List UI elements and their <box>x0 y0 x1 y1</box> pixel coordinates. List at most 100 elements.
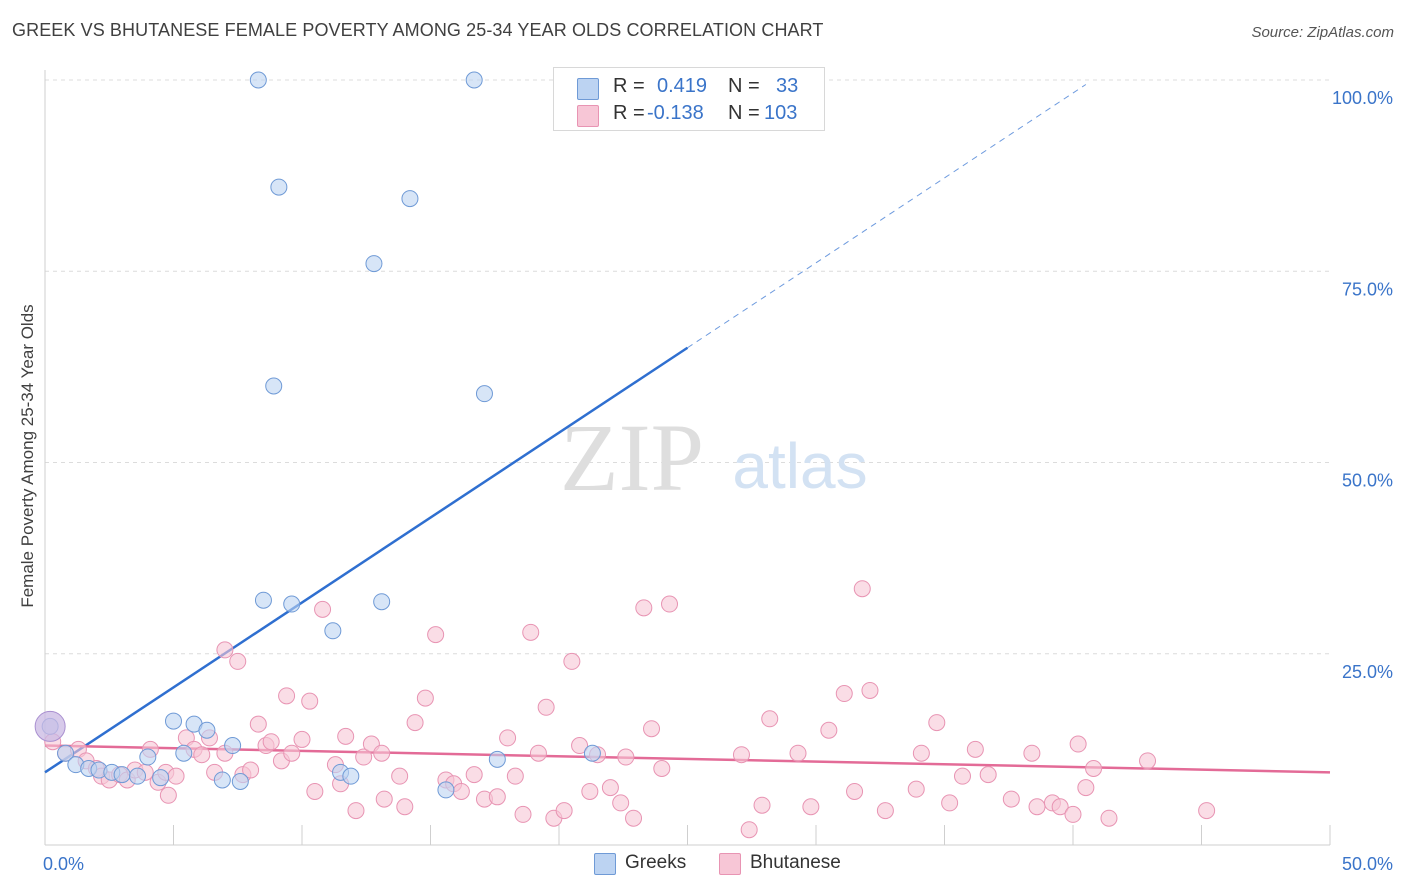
bhutanese-point <box>506 767 524 785</box>
bhutanese-point <box>522 623 540 641</box>
bhutanese-point <box>452 782 470 800</box>
greek-point <box>249 71 267 89</box>
grid-lines <box>45 79 1330 655</box>
bhutanese-point <box>1198 802 1216 820</box>
bhutanese-point <box>193 746 211 764</box>
greek-point <box>254 591 272 609</box>
y-tick-label: 25.0% <box>1342 662 1393 682</box>
cluster-point <box>34 710 66 742</box>
legend-n-label: N = <box>728 75 760 97</box>
bhutanese-point <box>979 766 997 784</box>
bhutanese-point <box>740 821 758 839</box>
data-points <box>34 71 1216 839</box>
greek-point <box>213 771 231 789</box>
bhutanese-point <box>278 687 296 705</box>
bhutanese-point <box>529 744 547 762</box>
greek-point <box>365 255 383 273</box>
bhutanese-point <box>167 767 185 785</box>
bhutanese-point <box>465 766 483 784</box>
greeks-swatch <box>577 78 599 100</box>
greek-trend-extension <box>687 84 1087 349</box>
bhutanese-point <box>1077 779 1095 797</box>
bhutanese-point <box>625 809 643 827</box>
legend-r-value-bhutanese: -0.138 <box>647 102 704 124</box>
greeks-swatch <box>594 853 616 875</box>
watermark-zip: ZIP <box>560 404 704 511</box>
bhutanese-point <box>753 796 771 814</box>
greek-point <box>231 773 249 791</box>
bhutanese-point <box>373 744 391 762</box>
bhutanese-legend-label: Bhutanese <box>750 852 841 873</box>
bhutanese-point <box>416 689 434 707</box>
bhutanese-point <box>643 720 661 738</box>
bhutanese-point <box>601 779 619 797</box>
greek-point <box>475 385 493 403</box>
bhutanese-point <box>242 761 260 779</box>
bhutanese-point <box>499 729 517 747</box>
legend-r-label: R = <box>613 75 645 97</box>
bhutanese-point <box>301 692 319 710</box>
bhutanese-point <box>314 600 332 618</box>
greek-point <box>175 744 193 762</box>
greek-point <box>57 744 75 762</box>
greek-point <box>437 781 455 799</box>
bhutanese-point <box>337 727 355 745</box>
bhutanese-point <box>617 748 635 766</box>
bhutanese-point <box>835 685 853 703</box>
bhutanese-point <box>1023 744 1041 762</box>
bhutanese-swatch <box>719 853 741 875</box>
bhutanese-point <box>488 788 506 806</box>
y-tick-label: 100.0% <box>1332 88 1393 108</box>
y-tick-label: 75.0% <box>1342 279 1393 299</box>
greek-point <box>283 595 301 613</box>
bhutanese-point <box>406 714 424 732</box>
bhutanese-point <box>1051 798 1069 816</box>
legend-n-value-greeks: 33 <box>776 75 799 97</box>
legend-row-greeks: R = 0.419 N = 33 <box>554 75 824 101</box>
bhutanese-point <box>262 733 280 751</box>
bhutanese-point <box>853 580 871 598</box>
greek-point <box>373 593 391 611</box>
tick-labels: 25.0% 50.0% 75.0% 100.0% 0.0% 50.0% <box>43 88 1393 874</box>
bhutanese-point <box>941 794 959 812</box>
bhutanese-point <box>612 794 630 812</box>
x-tick-label: 50.0% <box>1342 854 1393 874</box>
greek-point <box>165 712 182 730</box>
greek-point <box>265 377 283 395</box>
bhutanese-point <box>928 714 946 732</box>
bhutanese-point <box>347 802 365 820</box>
bhutanese-point <box>571 737 589 755</box>
bhutanese-point <box>249 715 267 733</box>
bhutanese-point <box>1069 735 1087 753</box>
greek-point <box>224 737 242 755</box>
bhutanese-point <box>802 798 820 816</box>
bhutanese-point <box>761 710 779 728</box>
watermark-atlas: atlas <box>732 430 867 502</box>
bhutanese-point <box>1002 790 1020 808</box>
greek-point <box>270 178 288 196</box>
bhutanese-point <box>159 786 177 804</box>
bhutanese-point <box>537 698 555 716</box>
bhutanese-swatch <box>577 105 599 127</box>
bhutanese-point <box>861 681 879 699</box>
bhutanese-point <box>820 721 838 739</box>
bhutanese-point <box>581 782 599 800</box>
legend-r-label: R = <box>613 102 645 124</box>
legend: R = 0.419 N = 33 R = -0.138 N = 103 <box>553 67 825 131</box>
greek-point <box>583 744 601 762</box>
bhutanese-point <box>732 746 750 764</box>
bhutanese-point <box>555 802 573 820</box>
bhutanese-point <box>1085 760 1103 777</box>
bhutanese-point <box>635 599 653 617</box>
bhutanese-point <box>355 748 373 766</box>
greek-point <box>488 750 506 768</box>
greek-point <box>129 767 147 785</box>
bhutanese-point <box>283 744 301 762</box>
bhutanese-point <box>953 767 971 785</box>
bhutanese-point <box>846 782 864 800</box>
bhutanese-point <box>229 652 247 670</box>
bhutanese-point <box>1139 752 1157 770</box>
chart-title: GREEK VS BHUTANESE FEMALE POVERTY AMONG … <box>12 20 824 40</box>
bhutanese-point <box>907 780 925 798</box>
